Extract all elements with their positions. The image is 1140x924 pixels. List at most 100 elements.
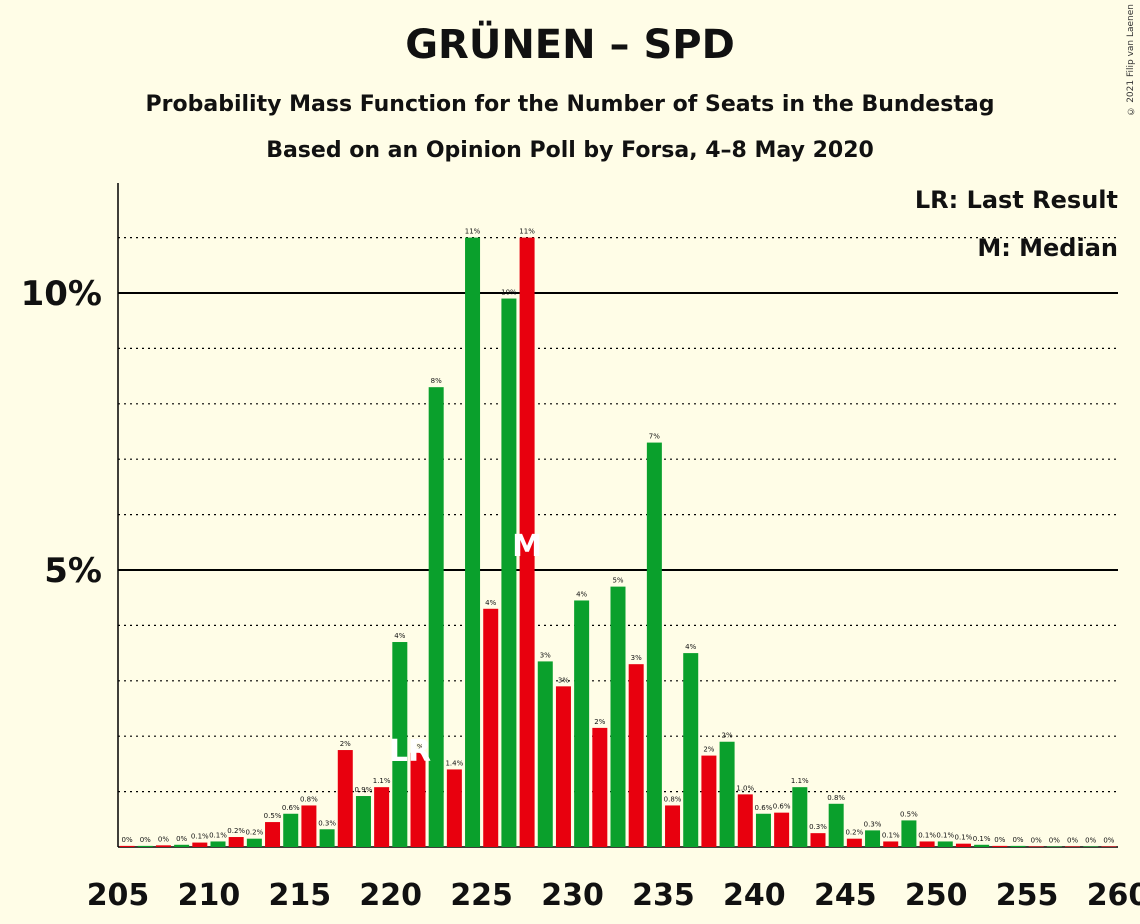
bar-data-label: 0% [1012,836,1023,844]
bar-data-label: 0.9% [355,786,373,794]
x-tick-label: 210 [178,878,241,913]
bar-seat-231 [574,600,590,847]
bar-data-label: 0.5% [264,812,282,820]
bar-data-label: 3% [540,651,551,659]
bar-seat-235 [646,442,662,847]
bar-data-label: 10% [501,289,517,297]
bar-data-label: 0% [158,835,169,843]
bar-data-label: 4% [576,590,587,598]
x-tick-label: 260 [1087,878,1140,913]
y-tick-label: 5% [44,551,102,591]
bar-data-label: 0.3% [809,823,827,831]
bar-seat-214 [265,822,281,847]
x-tick-label: 205 [87,878,150,913]
bar-data-label: 0.5% [900,810,918,818]
bar-seat-246 [846,838,862,847]
bar-seat-207 [137,845,153,847]
bar-seat-217 [319,829,335,847]
bar-seat-216 [301,805,317,847]
bar-data-label: 0.1% [918,831,936,839]
bar-seat-225 [465,237,481,848]
x-tick-label: 250 [905,878,968,913]
x-tick-label: 230 [541,878,604,913]
bar-data-label: 0% [176,835,187,843]
bar-data-label: 1.1% [373,777,391,785]
bar-seat-233 [610,586,626,847]
bar-seat-208 [155,845,171,847]
bar-data-label: 0.1% [936,831,954,839]
bar-data-label: 0.1% [882,831,900,839]
bar-seat-253 [974,844,990,847]
bar-seat-218 [337,750,353,847]
x-tick-label: 215 [269,878,332,913]
bar-data-label: 0% [1103,836,1114,844]
bar-seat-240 [737,794,753,847]
bar-data-label: 0% [1067,836,1078,844]
bar-data-label: 0.2% [227,827,245,835]
last-result-marker: LR [389,734,431,769]
bar-data-label: 2% [340,740,351,748]
bar-seat-232 [592,727,608,847]
bar-data-label: 0% [1049,836,1060,844]
bar-data-label: 11% [519,228,535,236]
bar-seat-248 [883,841,899,847]
bar-seat-245 [828,803,844,847]
bar-data-label: 2% [594,718,605,726]
bar-data-label: 0% [140,836,151,844]
bar-data-label: 0.1% [209,831,227,839]
bar-data-label: 0% [994,836,1005,844]
bar-seat-257 [1046,846,1062,847]
x-tick-label: 240 [723,878,786,913]
bar-data-label: 4% [485,599,496,607]
bar-seat-234 [628,664,644,847]
bar-data-label: 1.0% [736,784,754,792]
bar-seat-236 [665,805,681,847]
bar-seat-226 [483,608,499,847]
bar-seat-241 [755,813,771,847]
bar-seat-254 [992,845,1008,847]
chart-title: GRÜNEN – SPD [405,22,735,68]
bar-seat-251 [937,841,953,847]
bar-seat-223 [428,387,444,847]
bar-seat-260 [1101,846,1117,847]
bar-seat-238 [701,755,717,847]
bar-seat-247 [865,830,881,847]
bar-seat-215 [283,813,299,847]
bar-data-label: 0.3% [318,819,336,827]
bar-seat-213 [246,838,262,847]
bar-seat-212 [228,837,244,847]
bar-data-label: 5% [612,577,623,585]
bar-data-label: 0.8% [827,794,845,802]
bar-data-label: 2% [412,743,423,751]
bar-seat-211 [210,841,226,847]
bar-data-label: 0.2% [245,829,263,837]
legend-last-result: LR: Last Result [914,186,1118,214]
median-marker: M [512,529,542,564]
bar-data-label: 2% [703,746,714,754]
bar-data-label: 7% [649,433,660,441]
bar-data-label: 0.1% [955,834,973,842]
bar-data-label: 11% [465,228,481,236]
bar-seat-206 [119,845,135,847]
bar-seat-259 [1083,846,1099,847]
bar-seat-219 [355,796,371,847]
bar-seat-224 [446,769,462,847]
bar-seat-256 [1028,846,1044,847]
bar-seat-255 [1010,845,1026,847]
bar-data-label: 0.8% [300,795,318,803]
bar-data-label: 0% [1085,836,1096,844]
bar-seat-249 [901,820,917,847]
bar-data-label: 0.8% [664,795,682,803]
bar-data-label: 3% [558,676,569,684]
bar-seat-210 [192,842,208,847]
bar-data-label: 1.4% [445,759,463,767]
bar-seat-252 [955,843,971,847]
bar-data-label: 4% [394,632,405,640]
bar-data-label: 8% [431,377,442,385]
bar-data-label: 0.1% [973,835,991,843]
bar-seat-243 [792,787,808,847]
bar-seat-229 [537,661,553,847]
bar-seat-222 [410,752,426,847]
bar-seat-209 [174,844,190,847]
